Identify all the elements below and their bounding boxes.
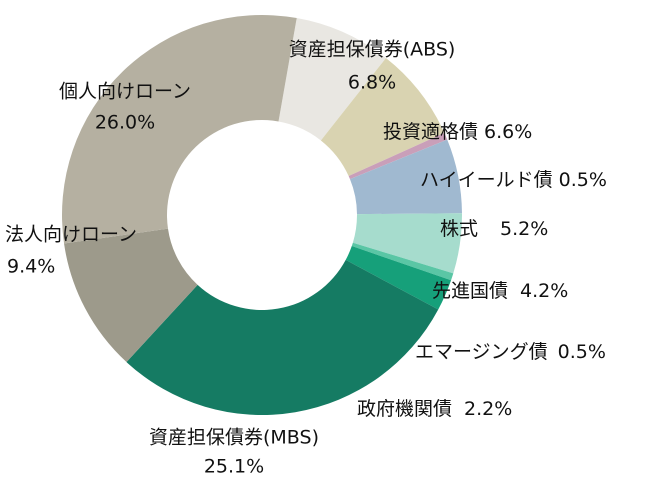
- donut-segment: [345, 246, 452, 310]
- value-label: 6.6%: [484, 121, 532, 143]
- donut-segment: [351, 242, 454, 281]
- segment-label: 個人向けローン: [59, 81, 191, 103]
- donut-segment: [349, 139, 462, 215]
- value-label: 6.8%: [348, 72, 396, 94]
- segment-label: 資産担保債券(MBS): [149, 427, 319, 449]
- segment-label: 政府機関債: [357, 398, 452, 420]
- donut-segment: [126, 259, 439, 415]
- segment-label: 法人向けローン: [5, 224, 137, 246]
- segment-label: 資産担保債券(ABS): [289, 39, 456, 61]
- donut-segment: [352, 213, 462, 274]
- donut-segment: [320, 58, 445, 177]
- donut-segment: [348, 132, 448, 180]
- value-label: 0.5%: [559, 169, 607, 191]
- value-label: 0.5%: [558, 341, 606, 363]
- value-label: 26.0%: [95, 112, 155, 134]
- segment-label: 投資適格債: [383, 121, 478, 143]
- segment-label-group: 株式 5.2%: [440, 218, 548, 240]
- segment-label: 株式: [440, 218, 478, 240]
- donut-segment: [278, 18, 386, 141]
- segment-label: ハイイールド債: [420, 169, 553, 191]
- segment-label-group: 先進国債 4.2%: [432, 280, 568, 302]
- value-label: 9.4%: [7, 256, 55, 278]
- value-label: 5.2%: [500, 218, 548, 240]
- segment-label-group: ハイイールド債 0.5%: [420, 169, 607, 191]
- segment-label-group: エマージング債 0.5%: [415, 341, 606, 363]
- value-label: 4.2%: [520, 280, 568, 302]
- segment-label-group: 投資適格債 6.6%: [383, 121, 532, 143]
- segment-label-group: 政府機関債 2.2%: [357, 398, 512, 420]
- value-label: 2.2%: [464, 398, 512, 420]
- value-label: 25.1%: [204, 456, 264, 478]
- donut-segment: [62, 15, 297, 244]
- segment-label: 先進国債: [432, 280, 508, 302]
- segment-label: エマージング債: [415, 341, 548, 363]
- donut-segment: [64, 228, 198, 363]
